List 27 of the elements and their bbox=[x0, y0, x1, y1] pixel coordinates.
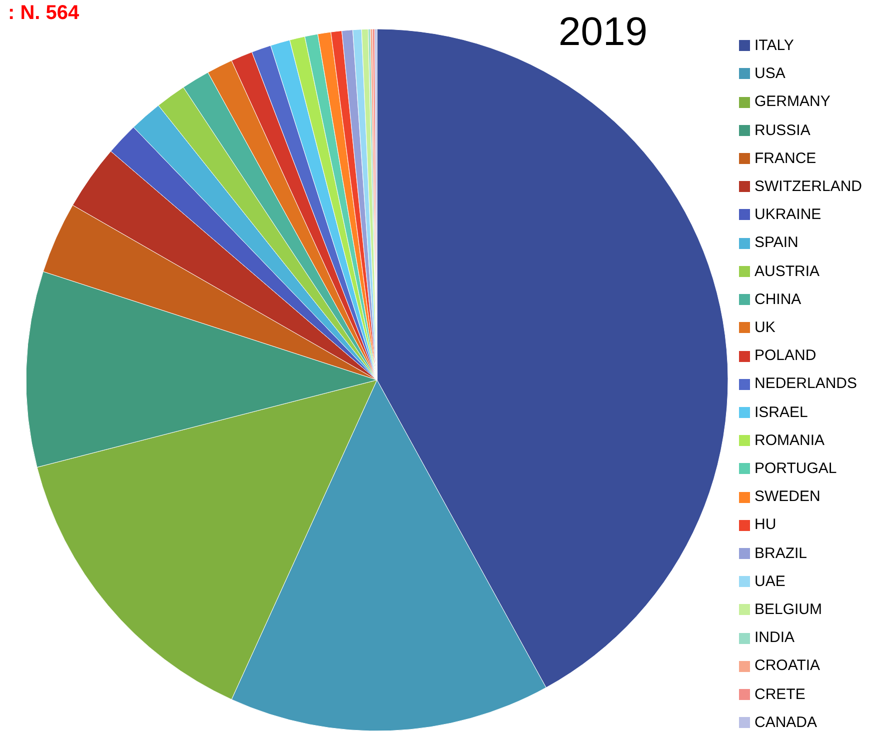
legend-label: HU bbox=[754, 516, 776, 534]
legend-label: SWITZERLAND bbox=[754, 178, 862, 196]
legend-label: POLAND bbox=[754, 347, 816, 364]
legend-label: UKRAINE bbox=[754, 206, 822, 224]
legend-label: ITALY bbox=[754, 37, 794, 54]
legend-label: BELGIUM bbox=[754, 601, 822, 618]
legend-label: NEDERLANDS bbox=[754, 375, 858, 392]
legend-label: SPAIN bbox=[754, 234, 798, 252]
legend-label: CRETE bbox=[754, 686, 806, 703]
legend-label: UK bbox=[754, 319, 776, 336]
legend-label: ISRAEL bbox=[754, 404, 808, 421]
legend-label: FRANCE bbox=[754, 150, 816, 167]
legend-label: AUSTRIA bbox=[754, 262, 820, 280]
legend-label: ROMANIA bbox=[754, 432, 824, 449]
legend-label: SWEDEN bbox=[754, 488, 820, 506]
text: : N. 564 bbox=[8, 2, 80, 25]
legend-label: INDIA bbox=[754, 629, 794, 646]
chart-title: 2019 bbox=[558, 9, 648, 56]
legend-label: GERMANY bbox=[754, 93, 830, 110]
legend-label: UAE bbox=[754, 572, 786, 590]
legend-label: CANADA bbox=[754, 714, 817, 731]
legend-label: PORTUGAL bbox=[754, 460, 837, 478]
legend-label: CROATIA bbox=[754, 657, 820, 674]
legend-label: BRAZIL bbox=[754, 544, 807, 562]
legend-label: USA bbox=[754, 65, 786, 82]
legend-label: CHINA bbox=[754, 290, 802, 308]
legend-label: RUSSIA bbox=[754, 122, 810, 139]
